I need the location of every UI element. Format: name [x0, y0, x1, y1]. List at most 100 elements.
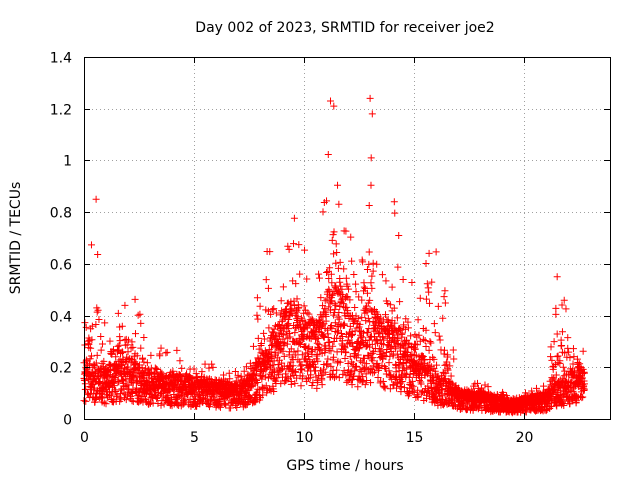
data-point: [342, 227, 350, 235]
data-point: [151, 364, 159, 372]
data-point: [360, 283, 368, 291]
data-point: [422, 295, 430, 303]
data-point: [405, 373, 413, 381]
data-point: [326, 338, 334, 346]
data-point: [116, 337, 124, 345]
data-point: [303, 275, 311, 283]
data-point: [346, 369, 354, 377]
data-point: [87, 241, 95, 249]
data-point: [280, 352, 288, 360]
data-point: [369, 369, 377, 377]
data-point: [331, 319, 339, 327]
data-point: [106, 337, 114, 345]
data-point: [365, 201, 373, 209]
data-point: [82, 397, 90, 405]
data-point: [394, 263, 402, 271]
data-point: [138, 364, 146, 372]
data-point: [294, 347, 302, 355]
data-point: [400, 321, 408, 329]
data-point: [562, 305, 570, 313]
data-point: [356, 320, 364, 328]
data-point: [363, 266, 371, 274]
data-point: [401, 369, 409, 377]
data-point: [360, 354, 368, 362]
data-point: [91, 362, 99, 370]
data-point: [558, 328, 566, 336]
data-point: [88, 378, 96, 386]
data-point: [332, 259, 340, 267]
x-tick-label: 20: [516, 430, 534, 446]
data-point: [93, 308, 101, 316]
data-point: [323, 360, 331, 368]
y-tick-label: 1: [63, 154, 72, 170]
data-point: [369, 349, 377, 357]
data-point: [209, 363, 217, 371]
data-point: [331, 300, 339, 308]
data-point: [426, 338, 434, 346]
data-point: [346, 296, 354, 304]
data-point: [366, 94, 374, 102]
data-point: [425, 346, 433, 354]
data-point: [295, 304, 303, 312]
data-point: [386, 301, 394, 309]
data-point: [337, 329, 345, 337]
y-tick-label: 0.8: [50, 206, 72, 222]
data-point: [285, 245, 293, 253]
data-point: [422, 342, 430, 350]
data-point: [548, 356, 556, 364]
data-point: [115, 378, 123, 386]
data-point: [427, 339, 435, 347]
data-point: [393, 350, 401, 358]
data-point: [373, 359, 381, 367]
data-point: [262, 382, 270, 390]
data-point: [283, 321, 291, 329]
data-point: [336, 358, 344, 366]
data-point: [407, 332, 415, 340]
data-point: [269, 361, 277, 369]
data-point: [190, 389, 198, 397]
data-point: [252, 390, 260, 398]
data-point: [131, 295, 139, 303]
data-point: [121, 341, 129, 349]
data-point: [408, 384, 416, 392]
data-point: [315, 270, 323, 278]
data-point: [365, 260, 373, 268]
data-point: [369, 259, 377, 267]
data-point: [335, 315, 343, 323]
data-point: [362, 370, 370, 378]
data-point: [294, 312, 302, 320]
data-point: [375, 345, 383, 353]
data-point: [282, 370, 290, 378]
y-tick-label: 0.2: [50, 361, 72, 377]
data-point: [330, 228, 338, 236]
data-point: [376, 329, 384, 337]
data-points: [80, 94, 588, 417]
data-point: [433, 361, 441, 369]
data-point: [284, 242, 292, 250]
data-point: [256, 355, 264, 363]
data-point: [147, 351, 155, 359]
data-point: [287, 298, 295, 306]
data-point: [157, 401, 165, 409]
data-point: [237, 372, 245, 380]
axis-ticks: [84, 57, 610, 420]
data-point: [435, 332, 443, 340]
data-point: [112, 353, 120, 361]
data-point: [326, 323, 334, 331]
data-point: [324, 268, 332, 276]
data-point: [139, 354, 147, 362]
data-point: [100, 399, 108, 407]
data-point: [396, 347, 404, 355]
x-tick-label: 5: [190, 430, 199, 446]
data-point: [290, 301, 298, 309]
data-point: [580, 380, 588, 388]
data-point: [569, 345, 577, 353]
data-point: [333, 248, 341, 256]
data-point: [371, 368, 379, 376]
data-point: [411, 340, 419, 348]
data-point: [441, 299, 449, 307]
data-point: [540, 382, 548, 390]
data-point: [477, 384, 485, 392]
data-point: [298, 351, 306, 359]
data-point: [308, 359, 316, 367]
